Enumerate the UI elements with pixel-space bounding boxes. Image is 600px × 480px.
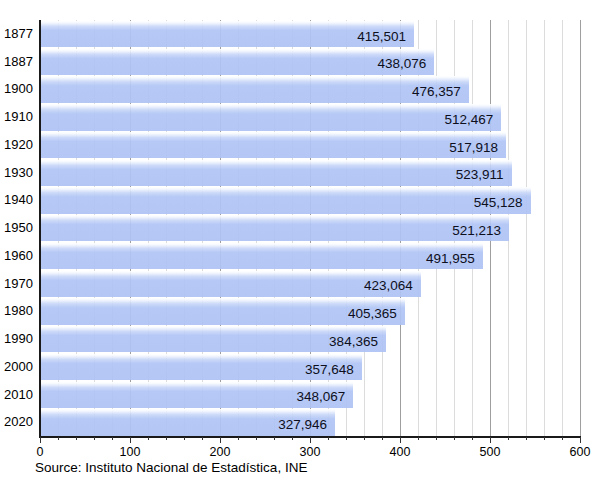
x-axis-label: 600 [560,445,600,459]
bar-1887: 438,076 [40,49,434,75]
y-axis-label: 1980 [0,297,33,325]
bar-1900: 476,357 [40,76,469,102]
x-tick-minor [166,437,167,440]
x-tick-minor [346,437,347,440]
bar-1990: 384,365 [40,326,386,352]
bar-1940: 545,128 [40,187,531,213]
x-axis-label: 200 [200,445,240,459]
y-axis-label: 2010 [0,381,33,409]
x-tick-minor [292,437,293,440]
x-axis-label: 0 [20,445,60,459]
bar-value-label: 415,501 [357,28,406,43]
y-axis-label: 1950 [0,214,33,242]
x-tick-minor [472,437,473,440]
x-tick-major [310,437,311,443]
y-axis-label: 1900 [0,75,33,103]
x-axis-label: 400 [380,445,420,459]
gridline-minor [562,20,563,436]
y-axis-label: 1887 [0,48,33,76]
bar-1910: 512,467 [40,104,501,130]
bar-1920: 517,918 [40,132,506,158]
x-tick-minor [184,437,185,440]
y-axis-label: 1930 [0,159,33,187]
x-tick-major [400,437,401,443]
y-axis-label: 1910 [0,103,33,131]
bar-1980: 405,365 [40,298,405,324]
x-tick-minor [202,437,203,440]
x-tick-minor [436,437,437,440]
bar-value-label: 357,648 [305,361,354,376]
x-tick-minor [76,437,77,440]
source-caption: Source: Instituto Nacional de Estadístic… [35,460,307,475]
bar-value-label: 405,365 [348,306,397,321]
x-axis-label: 300 [290,445,330,459]
x-tick-minor [58,437,59,440]
y-axis-label: 2020 [0,408,33,436]
x-tick-minor [418,437,419,440]
x-tick-minor [94,437,95,440]
x-tick-minor [238,437,239,440]
bar-value-label: 512,467 [444,111,493,126]
gridline-minor [544,20,545,436]
bar-1930: 523,911 [40,160,512,186]
bar-value-label: 491,955 [426,250,475,265]
y-axis-label: 1940 [0,186,33,214]
x-tick-minor [544,437,545,440]
x-axis-label: 100 [110,445,150,459]
bar-1877: 415,501 [40,21,414,47]
y-axis-label: 2000 [0,353,33,381]
gridline-major [580,20,581,436]
bar-value-label: 438,076 [377,56,426,71]
bar-value-label: 517,918 [449,139,498,154]
bar-value-label: 521,213 [452,222,501,237]
x-tick-minor [562,437,563,440]
x-tick-major [580,437,581,443]
bar-1960: 491,955 [40,243,483,269]
x-tick-minor [148,437,149,440]
gridline-minor [526,20,527,436]
y-axis-label: 1877 [0,20,33,48]
bar-2000: 357,648 [40,354,362,380]
x-tick-minor [508,437,509,440]
bar-value-label: 545,128 [474,195,523,210]
bar-2020: 327,946 [40,409,335,435]
x-tick-minor [256,437,257,440]
x-tick-major [220,437,221,443]
bar-value-label: 348,067 [296,389,345,404]
bar-2010: 348,067 [40,382,353,408]
x-tick-major [130,437,131,443]
x-tick-major [40,437,41,443]
bar-1950: 521,213 [40,215,509,241]
bar-1970: 423,064 [40,271,421,297]
population-bar-chart: 415,501 438,076 476,357 512,467 517,918 523,9… [0,0,600,480]
bar-value-label: 384,365 [329,333,378,348]
y-axis-label: 1990 [0,325,33,353]
plot-area: 415,501 438,076 476,357 512,467 517,918 523,9… [40,20,580,436]
bar-value-label: 523,911 [456,167,504,182]
x-tick-minor [526,437,527,440]
bar-value-label: 423,064 [364,278,413,293]
x-tick-minor [328,437,329,440]
x-tick-major [490,437,491,443]
y-axis [39,20,41,437]
y-axis-label: 1920 [0,131,33,159]
bar-value-label: 327,946 [278,417,327,432]
x-tick-minor [454,437,455,440]
x-axis-label: 500 [470,445,510,459]
y-axis-label: 1970 [0,270,33,298]
x-tick-minor [274,437,275,440]
x-tick-minor [382,437,383,440]
bar-value-label: 476,357 [412,84,461,99]
x-tick-minor [364,437,365,440]
y-axis-label: 1960 [0,242,33,270]
x-tick-minor [112,437,113,440]
